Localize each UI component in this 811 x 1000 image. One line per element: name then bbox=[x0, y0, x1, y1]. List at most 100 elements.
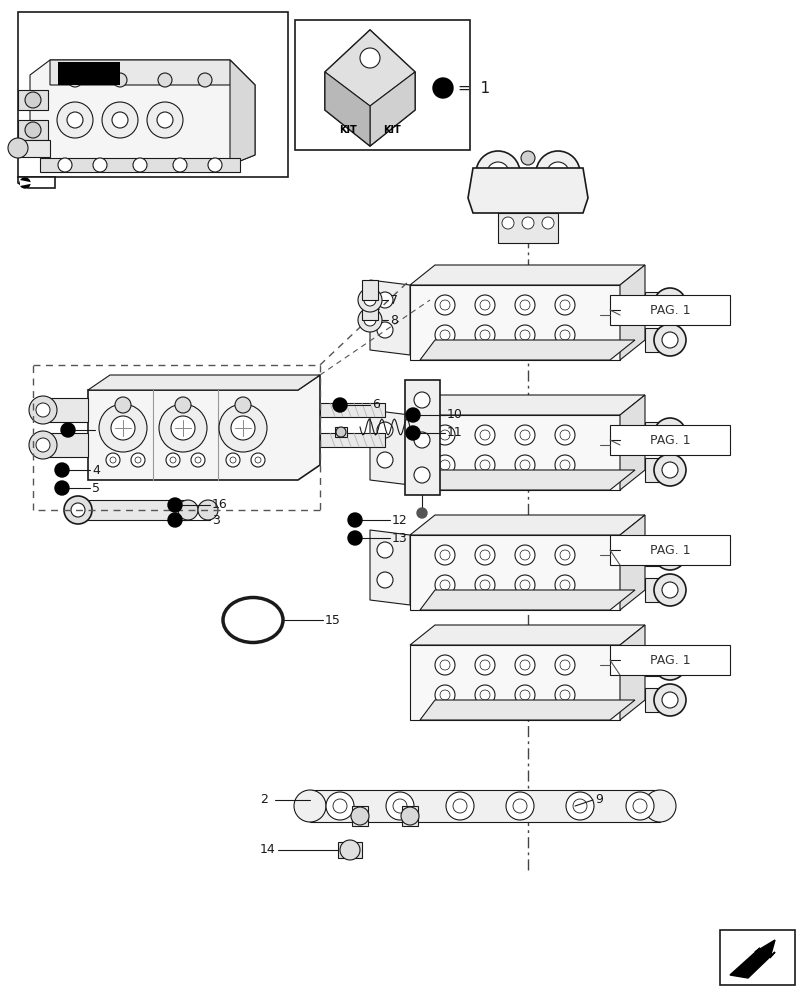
Circle shape bbox=[479, 690, 489, 700]
Circle shape bbox=[661, 656, 677, 672]
Circle shape bbox=[198, 73, 212, 87]
Bar bbox=[644, 458, 679, 482]
Circle shape bbox=[191, 453, 204, 467]
Circle shape bbox=[230, 457, 236, 463]
Circle shape bbox=[560, 430, 569, 440]
Circle shape bbox=[514, 545, 534, 565]
Circle shape bbox=[519, 460, 530, 470]
Circle shape bbox=[560, 330, 569, 340]
Circle shape bbox=[168, 513, 182, 527]
Bar bbox=[644, 688, 679, 712]
Circle shape bbox=[401, 807, 418, 825]
Bar bbox=[609, 645, 729, 675]
Text: 10: 10 bbox=[446, 408, 462, 422]
Circle shape bbox=[440, 300, 449, 310]
Circle shape bbox=[376, 422, 393, 438]
Circle shape bbox=[25, 122, 41, 138]
Polygon shape bbox=[410, 645, 620, 720]
Circle shape bbox=[112, 112, 128, 128]
Circle shape bbox=[358, 288, 381, 312]
Polygon shape bbox=[88, 375, 320, 390]
Circle shape bbox=[514, 295, 534, 315]
Circle shape bbox=[560, 690, 569, 700]
Circle shape bbox=[385, 792, 414, 820]
Circle shape bbox=[501, 217, 513, 229]
Circle shape bbox=[29, 396, 57, 424]
Polygon shape bbox=[410, 265, 644, 285]
Circle shape bbox=[333, 398, 346, 412]
Circle shape bbox=[178, 500, 198, 520]
Circle shape bbox=[435, 545, 454, 565]
Circle shape bbox=[474, 655, 495, 675]
Circle shape bbox=[479, 300, 489, 310]
Circle shape bbox=[453, 799, 466, 813]
Circle shape bbox=[68, 73, 82, 87]
Bar bbox=[335, 427, 346, 437]
Bar bbox=[351, 806, 367, 826]
Text: 4: 4 bbox=[92, 464, 100, 477]
Polygon shape bbox=[30, 60, 255, 165]
Bar bbox=[337, 842, 362, 858]
Bar bbox=[644, 422, 679, 446]
Polygon shape bbox=[410, 535, 620, 610]
Circle shape bbox=[475, 151, 519, 195]
Circle shape bbox=[519, 550, 530, 560]
Circle shape bbox=[325, 792, 354, 820]
Circle shape bbox=[115, 397, 131, 413]
Circle shape bbox=[36, 403, 50, 417]
Circle shape bbox=[514, 685, 534, 705]
Circle shape bbox=[358, 308, 381, 332]
Circle shape bbox=[348, 531, 362, 545]
Polygon shape bbox=[410, 625, 644, 645]
Bar bbox=[362, 280, 378, 300]
Bar bbox=[40, 158, 240, 172]
Circle shape bbox=[474, 295, 495, 315]
Circle shape bbox=[435, 425, 454, 445]
Circle shape bbox=[554, 685, 574, 705]
Bar bbox=[78, 500, 188, 520]
Circle shape bbox=[376, 292, 393, 308]
Circle shape bbox=[661, 692, 677, 708]
Bar bbox=[43, 433, 88, 457]
Circle shape bbox=[147, 102, 182, 138]
Circle shape bbox=[653, 324, 685, 356]
Circle shape bbox=[440, 460, 449, 470]
Circle shape bbox=[514, 425, 534, 445]
Circle shape bbox=[474, 455, 495, 475]
Circle shape bbox=[653, 538, 685, 570]
Circle shape bbox=[376, 322, 393, 338]
Circle shape bbox=[333, 799, 346, 813]
Polygon shape bbox=[620, 265, 644, 360]
Polygon shape bbox=[50, 60, 255, 85]
Bar bbox=[497, 213, 557, 243]
Bar bbox=[719, 930, 794, 985]
Circle shape bbox=[169, 457, 176, 463]
Circle shape bbox=[521, 217, 534, 229]
Text: 13: 13 bbox=[392, 532, 407, 544]
Text: 5: 5 bbox=[92, 482, 100, 494]
Text: PAG. 1: PAG. 1 bbox=[649, 654, 689, 666]
Circle shape bbox=[359, 48, 380, 68]
Polygon shape bbox=[419, 340, 634, 360]
Circle shape bbox=[661, 296, 677, 312]
Circle shape bbox=[171, 416, 195, 440]
Circle shape bbox=[376, 452, 393, 468]
Circle shape bbox=[560, 580, 569, 590]
Circle shape bbox=[535, 151, 579, 195]
Text: 7: 7 bbox=[389, 294, 397, 306]
Circle shape bbox=[61, 423, 75, 437]
Circle shape bbox=[159, 404, 207, 452]
Circle shape bbox=[519, 430, 530, 440]
Circle shape bbox=[653, 684, 685, 716]
Text: 8: 8 bbox=[389, 314, 397, 326]
Bar bbox=[644, 328, 679, 352]
Circle shape bbox=[661, 582, 677, 598]
Circle shape bbox=[554, 425, 574, 445]
Circle shape bbox=[633, 799, 646, 813]
Circle shape bbox=[560, 300, 569, 310]
Circle shape bbox=[474, 685, 495, 705]
Bar bbox=[320, 433, 384, 447]
Circle shape bbox=[251, 453, 264, 467]
Bar bbox=[18, 90, 48, 110]
Circle shape bbox=[565, 792, 594, 820]
